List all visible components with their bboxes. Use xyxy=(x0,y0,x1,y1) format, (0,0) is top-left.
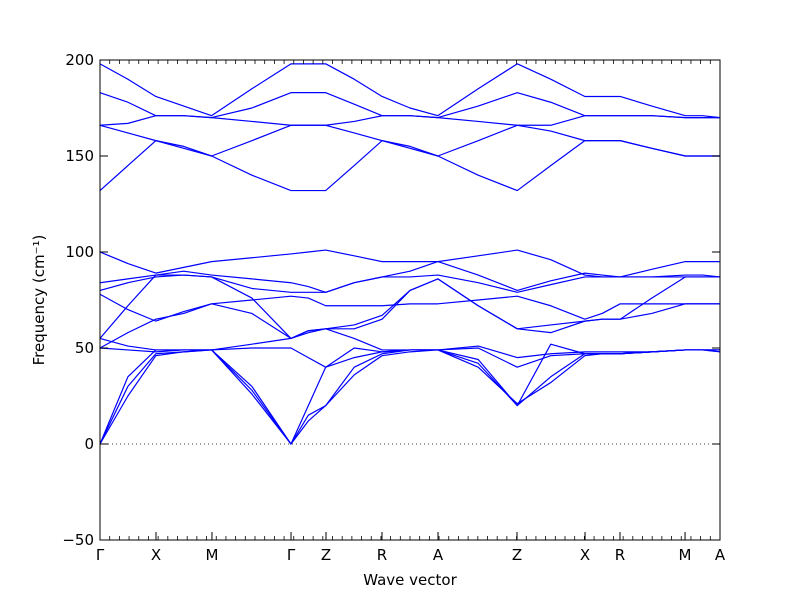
band-line-3 xyxy=(99,115,720,126)
plot-area xyxy=(99,59,721,541)
y-axis-label: Frequency (cm⁻¹) xyxy=(30,235,48,366)
y-tick-label: −50 xyxy=(62,531,94,549)
y-tick-label: 50 xyxy=(75,339,94,357)
x-tick-label: M xyxy=(205,546,218,564)
x-tick-label: X xyxy=(151,546,161,564)
y-tick-label: 150 xyxy=(65,147,94,165)
x-tick-label: Γ xyxy=(96,546,105,564)
y-axis: −50 0 50 100 150 200 xyxy=(62,51,720,549)
plot-frame xyxy=(99,59,721,541)
x-tick-label: R xyxy=(615,546,625,564)
band-line-11 xyxy=(99,278,720,349)
band-line-15 xyxy=(99,349,720,445)
x-tick-label: X xyxy=(580,546,590,564)
y-tick-label: 100 xyxy=(65,243,94,261)
x-tick-label: Z xyxy=(512,546,522,564)
y-tick-label: 0 xyxy=(84,435,94,453)
y-tick-label: 200 xyxy=(65,51,94,69)
band-line-1 xyxy=(99,63,721,119)
band-line-10 xyxy=(99,274,720,339)
x-tick-label: Z xyxy=(321,546,331,564)
band-line-2 xyxy=(99,92,720,119)
x-axis-label: Wave vector xyxy=(363,571,457,589)
band-line-5 xyxy=(99,140,720,192)
x-tick-label: Γ xyxy=(287,546,296,564)
band-line-9 xyxy=(99,293,720,322)
band-line-14 xyxy=(99,343,720,445)
x-tick-label: A xyxy=(433,546,444,564)
band-line-16 xyxy=(99,349,721,445)
x-tick-label: A xyxy=(715,546,726,564)
band-line-8 xyxy=(99,274,720,293)
band-line-6 xyxy=(99,249,720,278)
x-tick-label: R xyxy=(377,546,387,564)
x-tick-label: M xyxy=(679,546,692,564)
